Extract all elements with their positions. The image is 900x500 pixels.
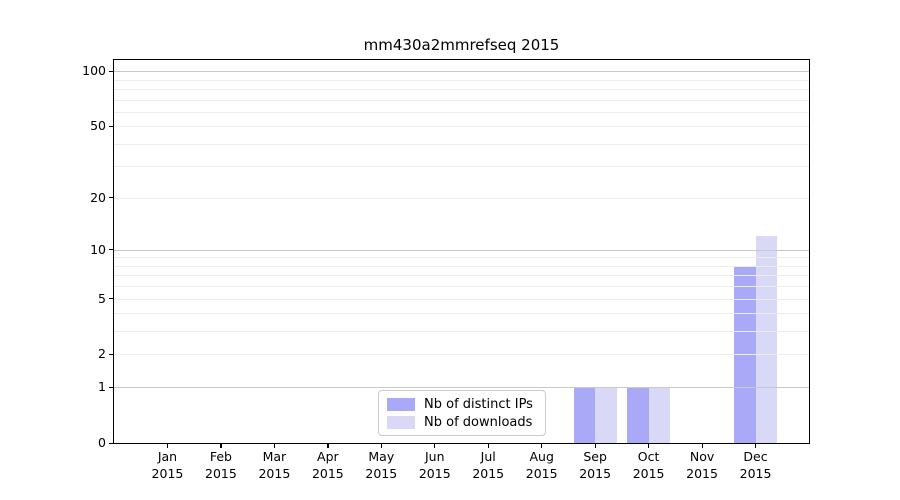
y-tick-label: 50	[90, 118, 106, 134]
bar-nb-of-downloads-oct	[648, 387, 670, 443]
x-tick-label-nov: Nov 2015	[686, 449, 718, 481]
x-tick-label-jan: Jan 2015	[151, 449, 184, 481]
x-tick-mark	[594, 444, 596, 448]
bar-nb-of-downloads-dec	[755, 236, 777, 443]
legend-swatch-distinct-ips	[387, 397, 415, 411]
gridline-minor	[114, 143, 809, 145]
bar-nb-of-distinct-ips-oct	[627, 387, 649, 443]
gridline-minor	[114, 331, 809, 333]
gridline-minor	[114, 298, 809, 300]
x-tick-label-sep: Sep 2015	[579, 449, 612, 481]
x-tick-mark	[541, 444, 543, 448]
legend: Nb of distinct IPs Nb of downloads	[378, 390, 546, 436]
y-tick-label: 5	[98, 290, 106, 306]
gridline-minor	[114, 257, 809, 259]
x-tick-mark	[648, 444, 650, 448]
y-tick-mark	[109, 442, 113, 444]
y-tick-label: 1	[98, 379, 106, 395]
legend-item-distinct-ips: Nb of distinct IPs	[387, 397, 537, 412]
gridline-major	[114, 249, 809, 251]
x-tick-mark	[755, 444, 757, 448]
y-tick-label: 2	[98, 346, 106, 362]
gridline-minor	[114, 197, 809, 199]
gridline-minor	[114, 88, 809, 90]
x-tick-label-may: May 2015	[365, 449, 398, 481]
x-tick-mark	[701, 444, 703, 448]
y-tick-label: 10	[90, 241, 106, 257]
gridline-minor	[114, 265, 809, 267]
legend-label-distinct-ips: Nb of distinct IPs	[424, 396, 533, 412]
gridline-major	[114, 71, 809, 73]
gridline-minor	[114, 79, 809, 81]
x-tick-label-feb: Feb 2015	[205, 449, 237, 481]
gridline-minor	[114, 275, 809, 277]
x-tick-mark	[487, 444, 489, 448]
x-tick-label-apr: Apr 2015	[311, 449, 344, 481]
x-tick-mark	[220, 444, 222, 448]
legend-label-downloads: Nb of downloads	[424, 414, 533, 430]
bar-nb-of-distinct-ips-sep	[573, 387, 596, 443]
x-tick-label-jun: Jun 2015	[418, 449, 451, 481]
y-tick-mark	[109, 249, 113, 251]
chart-title: mm430a2mmrefseq 2015	[363, 36, 560, 54]
x-tick-mark	[166, 444, 169, 448]
gridline-minor	[114, 99, 809, 101]
plot-inner	[114, 60, 809, 443]
gridline-minor	[114, 313, 809, 315]
gridline-major	[114, 387, 809, 389]
y-tick-mark	[109, 125, 113, 127]
gridline-minor	[114, 126, 809, 128]
y-tick-label: 0	[98, 435, 106, 450]
x-tick-label-oct: Oct 2015	[632, 449, 665, 481]
bar-nb-of-downloads-sep	[595, 387, 617, 443]
y-tick-label: 100	[82, 63, 106, 79]
gridline-minor	[114, 354, 809, 356]
x-tick-mark	[273, 444, 276, 448]
x-tick-mark	[380, 444, 382, 448]
gridline-minor	[114, 111, 809, 113]
y-tick-mark	[109, 353, 113, 356]
x-tick-mark	[434, 444, 436, 448]
y-tick-mark	[109, 197, 113, 199]
y-tick-mark	[109, 298, 113, 300]
x-tick-label-aug: Aug 2015	[525, 449, 558, 481]
legend-swatch-downloads	[387, 415, 415, 429]
x-tick-label-mar: Mar 2015	[258, 449, 291, 481]
y-tick-label: 20	[90, 189, 106, 205]
gridline-minor	[114, 166, 809, 168]
gridline-minor	[114, 286, 809, 288]
x-tick-label-dec: Dec 2015	[739, 449, 772, 481]
y-tick-mark	[109, 386, 113, 388]
x-tick-mark	[327, 444, 329, 448]
y-tick-mark	[109, 70, 113, 72]
x-tick-label-jul: Jul 2015	[472, 449, 505, 481]
plot-area	[113, 59, 810, 444]
legend-item-downloads: Nb of downloads	[387, 415, 537, 430]
